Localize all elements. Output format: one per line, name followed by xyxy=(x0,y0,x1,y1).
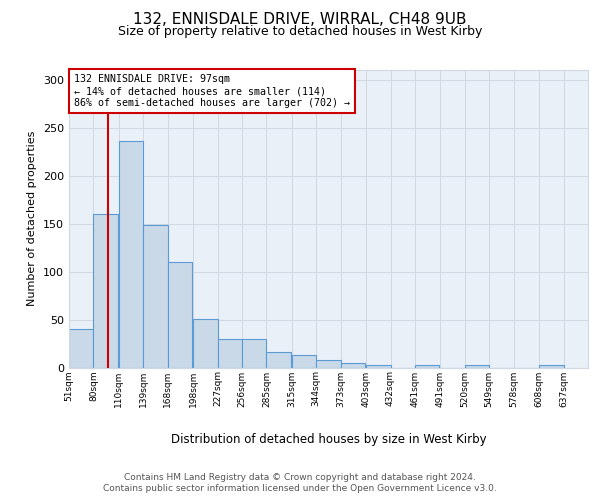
Bar xyxy=(168,262,192,368)
Text: Contains public sector information licensed under the Open Government Licence v3: Contains public sector information licen… xyxy=(103,484,497,493)
Text: Size of property relative to detached houses in West Kirby: Size of property relative to detached ho… xyxy=(118,25,482,38)
Bar xyxy=(316,360,341,368)
Bar xyxy=(143,226,168,368)
Bar xyxy=(218,338,242,368)
Text: Contains HM Land Registry data © Crown copyright and database right 2024.: Contains HM Land Registry data © Crown c… xyxy=(124,472,476,482)
Bar xyxy=(119,141,143,368)
Bar xyxy=(69,329,94,368)
Bar xyxy=(465,364,489,368)
Bar xyxy=(539,364,563,368)
Bar xyxy=(366,364,391,368)
Text: 132 ENNISDALE DRIVE: 97sqm
← 14% of detached houses are smaller (114)
86% of sem: 132 ENNISDALE DRIVE: 97sqm ← 14% of deta… xyxy=(74,74,350,108)
Bar xyxy=(341,362,365,368)
Text: Distribution of detached houses by size in West Kirby: Distribution of detached houses by size … xyxy=(171,432,487,446)
Text: 132, ENNISDALE DRIVE, WIRRAL, CH48 9UB: 132, ENNISDALE DRIVE, WIRRAL, CH48 9UB xyxy=(133,12,467,28)
Bar xyxy=(242,338,266,368)
Bar xyxy=(266,352,291,368)
Bar xyxy=(94,214,118,368)
Bar xyxy=(415,364,439,368)
Bar xyxy=(292,355,316,368)
Y-axis label: Number of detached properties: Number of detached properties xyxy=(28,131,37,306)
Bar xyxy=(193,318,218,368)
